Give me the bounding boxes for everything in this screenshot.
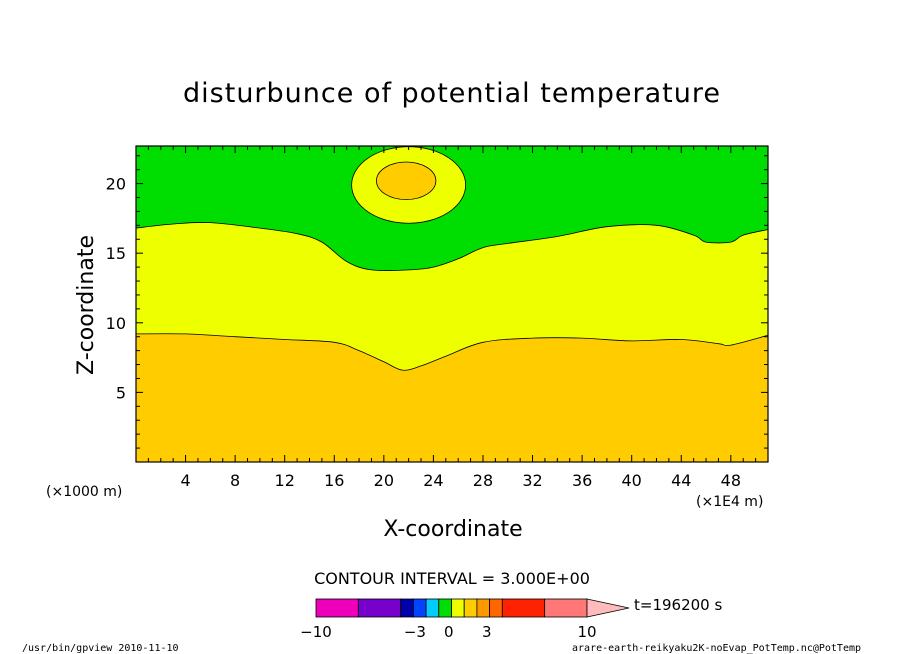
x-tick-label: 32 (522, 471, 542, 490)
colorbar-label: −10 (300, 623, 332, 641)
colorbar-swatch (425, 598, 440, 618)
footer-right: arare-earth-reikyaku2K-noEvap_PotTemp.nc… (572, 643, 861, 654)
colorbar-label: 0 (444, 623, 454, 641)
colorbar-swatch (315, 598, 359, 618)
footer-left: /usr/bin/gpview 2010-11-10 (22, 643, 179, 654)
contour-line-lower (135, 333, 769, 371)
y-tick-labels: 5 10 15 20 (106, 175, 126, 403)
colorbar-labels: −10 −3 0 3 10 (300, 623, 596, 641)
x-tick-label: 12 (275, 471, 295, 490)
contour-line-upper (135, 221, 769, 272)
y-tick-label: 5 (116, 383, 126, 402)
colorbar-swatch (501, 598, 546, 618)
colorbar-label: 3 (482, 623, 492, 641)
x-tick-label: 24 (423, 471, 443, 490)
y-tick-label: 10 (106, 314, 126, 333)
colorbar-label: 10 (577, 623, 596, 641)
colorbar-swatch (463, 598, 478, 618)
plot-frame (135, 145, 769, 463)
x-tick-label: 4 (180, 471, 190, 490)
colorbar (315, 598, 630, 618)
colorbar-swatch (400, 598, 414, 618)
colorbar-swatch (412, 598, 427, 618)
x-tick-label: 8 (230, 471, 240, 490)
x-tick-label: 40 (622, 471, 642, 490)
colorbar-swatch (451, 598, 465, 618)
x-tick-label: 20 (374, 471, 394, 490)
colorbar-swatch (476, 598, 491, 618)
axis-ticks (136, 146, 768, 462)
x-tick-label: 28 (473, 471, 493, 490)
colorbar-swatch (544, 598, 588, 618)
x-tick-label: 44 (671, 471, 691, 490)
region-fill-orange (136, 333, 768, 462)
colorbar-extend-arrow (586, 598, 630, 618)
colorbar-swatch (438, 598, 452, 618)
colorbar-swatch (357, 598, 402, 618)
colorbar-label: −3 (404, 623, 426, 641)
x-tick-label: 16 (324, 471, 344, 490)
x-unit-right: (×1E4 m) (696, 494, 763, 510)
colorbar-swatch (489, 598, 503, 618)
y-tick-label: 20 (106, 175, 126, 194)
time-label: t=196200 s (634, 596, 722, 614)
x-tick-label: 48 (721, 471, 741, 490)
y-tick-label: 15 (106, 244, 126, 263)
y-axis-label: Z-coordinate (74, 235, 99, 375)
x-tick-label: 36 (572, 471, 592, 490)
chart-title: disturbunce of potential temperature (183, 78, 721, 109)
x-tick-labels: 4 8 12 16 20 24 28 32 36 40 44 48 (180, 471, 741, 490)
contour-interval-label: CONTOUR INTERVAL = 3.000E+00 (314, 569, 590, 588)
x-unit-left: (×1000 m) (46, 484, 122, 500)
bubble-inner-contour (376, 161, 437, 200)
x-axis-label: X-coordinate (383, 517, 522, 542)
